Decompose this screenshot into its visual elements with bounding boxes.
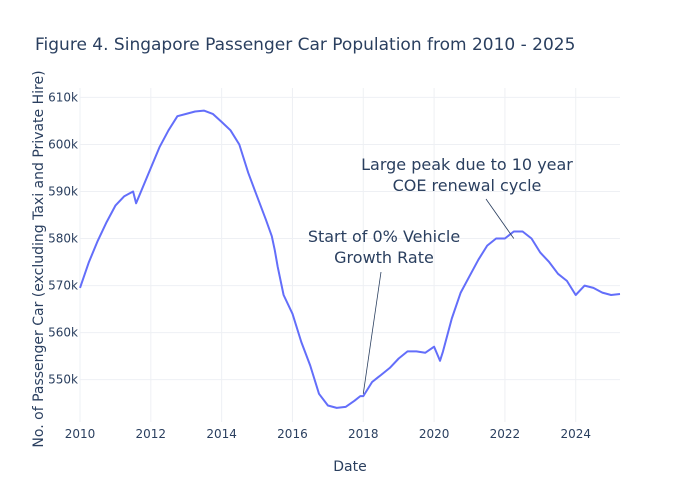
x-tick-label: 2014 [206, 427, 237, 441]
annotation-text: Start of 0% Vehicle [308, 227, 460, 246]
annotation-text: Growth Rate [334, 248, 434, 267]
annotation-text: COE renewal cycle [393, 176, 542, 195]
y-tick-label: 550k [48, 373, 78, 387]
x-tick-label: 2018 [348, 427, 379, 441]
y-tick-label: 590k [48, 184, 78, 198]
y-tick-label: 610k [48, 90, 78, 104]
y-tick-label: 600k [48, 137, 78, 151]
x-tick-label: 2012 [136, 427, 167, 441]
y-tick-label: 580k [48, 232, 78, 246]
x-tick-label: 2022 [490, 427, 521, 441]
x-tick-label: 2016 [277, 427, 308, 441]
x-tick-label: 2010 [65, 427, 96, 441]
annotation-text: Large peak due to 10 year [361, 155, 573, 174]
x-axis-title: Date [333, 459, 366, 475]
chart-title: Figure 4. Singapore Passenger Car Popula… [35, 35, 575, 55]
y-tick-label: 570k [48, 279, 78, 293]
x-tick-label: 2020 [419, 427, 450, 441]
y-tick-label: 560k [48, 326, 78, 340]
annotation-arrow [485, 198, 515, 239]
y-axis-title: No. of Passenger Car (excluding Taxi and… [31, 70, 47, 447]
x-tick-label: 2024 [560, 427, 591, 441]
annotation-arrow [362, 271, 382, 394]
series-line [79, 109, 621, 409]
